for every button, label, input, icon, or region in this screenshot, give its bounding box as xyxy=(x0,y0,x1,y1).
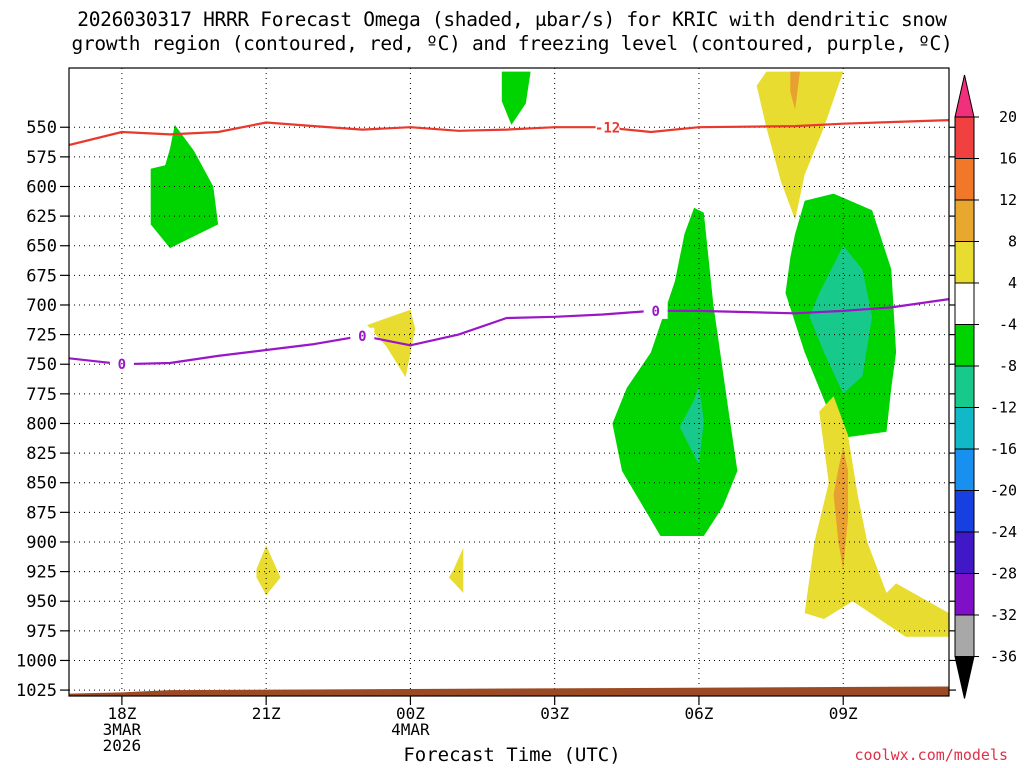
colorbar-swatch xyxy=(954,490,975,533)
colorbar-label: -12 xyxy=(990,399,1017,417)
colorbar-label: -16 xyxy=(990,440,1017,458)
omega-region-1 xyxy=(501,71,531,125)
contour-label-bg xyxy=(595,119,620,136)
colorbar-label: -32 xyxy=(990,606,1017,624)
grid-lines xyxy=(69,68,949,696)
colorbar-swatch xyxy=(954,282,975,325)
y-tick-label: 925 xyxy=(26,563,57,583)
x-tick-label: 09Z xyxy=(829,704,858,723)
colorbar-label: -24 xyxy=(990,523,1017,541)
contour-label: -12 xyxy=(595,121,620,137)
colorbar-swatch xyxy=(954,531,975,574)
colorbar-swatch xyxy=(954,407,975,450)
colorbar-label: 12 xyxy=(999,191,1017,209)
colorbar-swatch xyxy=(954,365,975,408)
contour-label: 0 xyxy=(118,357,126,373)
omega-region-5 xyxy=(809,245,873,394)
y-tick-label: 700 xyxy=(26,296,57,316)
omega-region-10 xyxy=(448,547,464,593)
chart-title-line-1: 2026030317 HRRR Forecast Omega (shaded, … xyxy=(77,8,947,31)
y-tick-label: 675 xyxy=(26,266,57,286)
colorbar-swatch xyxy=(954,158,975,201)
x-tick-label: 4MAR xyxy=(391,720,430,739)
omega-region-8 xyxy=(367,309,416,378)
chart-title-line-2: growth region (contoured, red, ºC) and f… xyxy=(71,32,953,55)
y-tick-label: 750 xyxy=(26,355,57,375)
x-tick-label: 03Z xyxy=(540,704,569,723)
y-tick-label: 625 xyxy=(26,207,57,227)
omega-region-12 xyxy=(833,447,848,570)
contour-lines: -12 0 0 0 xyxy=(69,119,949,373)
colorbar-swatch xyxy=(954,614,975,657)
contour-label-bg xyxy=(643,302,668,319)
omega-region-7 xyxy=(790,71,800,110)
y-tick-label: 600 xyxy=(26,177,57,197)
ground-fill xyxy=(69,686,949,696)
colorbar-label: -4 xyxy=(999,316,1017,334)
contour-line-freezing xyxy=(69,298,949,366)
y-tick-label: 825 xyxy=(26,444,57,464)
x-tick-label: 00Z xyxy=(396,704,425,723)
y-tick-label: 800 xyxy=(26,414,57,434)
y-tick-label: 975 xyxy=(26,622,57,642)
colorbar-swatch xyxy=(954,324,975,367)
y-tick-label: 950 xyxy=(26,592,57,612)
y-tick-label: 550 xyxy=(26,118,57,138)
x-tick-label: 21Z xyxy=(252,704,281,723)
y-tick-label: 725 xyxy=(26,326,57,346)
colorbar-label: 16 xyxy=(999,150,1017,168)
ground-layer xyxy=(69,686,949,696)
contour-label-bg xyxy=(350,327,375,344)
y-tick-label: 575 xyxy=(26,148,57,168)
colorbar-swatch xyxy=(954,199,975,242)
contour-line-dendritic xyxy=(69,119,949,147)
colorbar-swatch xyxy=(954,241,975,284)
y-tick-label: 1025 xyxy=(16,681,57,701)
colorbar-label: 4 xyxy=(1008,274,1017,292)
plot-frame xyxy=(68,67,950,697)
y-tick-label: 900 xyxy=(26,533,57,553)
colorbar-label: -8 xyxy=(999,357,1017,375)
colorbar-swatch xyxy=(954,116,975,159)
colorbar-label: -20 xyxy=(990,482,1017,500)
omega-region-2 xyxy=(612,207,738,537)
x-tick-label: 18Z xyxy=(107,704,136,723)
colorbar-swatch xyxy=(954,573,975,616)
omega-region-11 xyxy=(804,396,949,637)
x-tick-label: 06Z xyxy=(684,704,713,723)
colorbar-label: -28 xyxy=(990,565,1017,583)
y-tick-label: 850 xyxy=(26,474,57,494)
y-tick-label: 650 xyxy=(26,237,57,257)
contour-label: 0 xyxy=(651,304,659,320)
y-tick-label: 875 xyxy=(26,503,57,523)
y-tick-label: 775 xyxy=(26,385,57,405)
colorbar-bottom-arrow xyxy=(954,656,975,699)
omega-region-3 xyxy=(679,385,704,465)
x-axis-title: Forecast Time (UTC) xyxy=(403,744,621,766)
x-tick-label: 3MAR xyxy=(103,720,142,739)
colorbar-swatch xyxy=(954,448,975,491)
omega-shading xyxy=(150,71,949,637)
contour-label: 0 xyxy=(358,329,366,345)
colorbar-label: 20 xyxy=(999,108,1017,126)
contour-label-bg xyxy=(109,356,134,373)
colorbar-label: -36 xyxy=(990,648,1017,666)
colorbar-label: 8 xyxy=(1008,233,1017,251)
omega-region-9 xyxy=(256,545,281,596)
x-tick-label: 2026 xyxy=(103,736,142,755)
omega-region-6 xyxy=(756,71,844,220)
y-tick-label: 1000 xyxy=(16,651,57,671)
site-credit: coolwx.com/models xyxy=(854,746,1008,764)
colorbar-top-arrow xyxy=(954,74,975,118)
colorbar: 20 16 12 8 4 -4 -8 -12 -16 -20 -24 -28 -32 -36 xyxy=(954,74,1017,699)
y-axis: 550 575 600 625 650 675 700 725 750 775 800 825 850 8… xyxy=(16,118,956,701)
